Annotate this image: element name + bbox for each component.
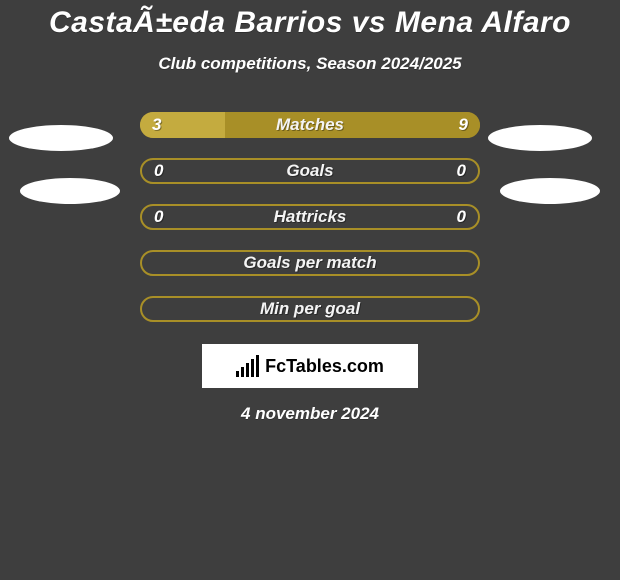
stat-bar-matches-left-value: 3 [152, 112, 161, 138]
stat-bar-goals-per-match-label: Goals per match [142, 252, 478, 274]
stat-bar-matches-right-value: 9 [459, 112, 468, 138]
stat-bar-goals: Goals0 0 [140, 158, 480, 184]
avatar-right-1 [488, 125, 592, 151]
stat-bar-goals-label: Goals [142, 160, 478, 182]
stats-bars: Matches39Goals00Hattricks00Goals per mat… [140, 112, 480, 322]
avatar-left-1 [9, 125, 113, 151]
logo-text: FcTables.com [265, 356, 384, 377]
avatar-right-2 [500, 178, 600, 204]
stat-bar-min-per-goal: Min per goal [140, 296, 480, 322]
stat-bar-goals-right-value: 0 [457, 160, 466, 182]
stat-bar-goals-left-value: 0 [154, 160, 163, 182]
page-subtitle: Club competitions, Season 2024/2025 [0, 54, 620, 74]
date-label: 4 november 2024 [0, 404, 620, 424]
stat-bar-hattricks: Hattricks0 0 [140, 204, 480, 230]
stat-bar-hattricks-left-value: 0 [154, 206, 163, 228]
fctables-logo: FcTables.com [202, 344, 418, 388]
stat-bar-min-per-goal-label: Min per goal [142, 298, 478, 320]
page-title: CastaÃ±eda Barrios vs Mena Alfaro [0, 0, 620, 40]
stat-bar-goals-per-match: Goals per match [140, 250, 480, 276]
logo-bars-icon [236, 355, 259, 377]
avatar-left-2 [20, 178, 120, 204]
stat-bar-hattricks-label: Hattricks [142, 206, 478, 228]
stat-bar-matches-label: Matches [140, 112, 480, 138]
stat-bar-hattricks-right-value: 0 [457, 206, 466, 228]
page-root: CastaÃ±eda Barrios vs Mena Alfaro Club c… [0, 0, 620, 580]
stat-bar-matches: Matches3 9 [140, 112, 480, 138]
